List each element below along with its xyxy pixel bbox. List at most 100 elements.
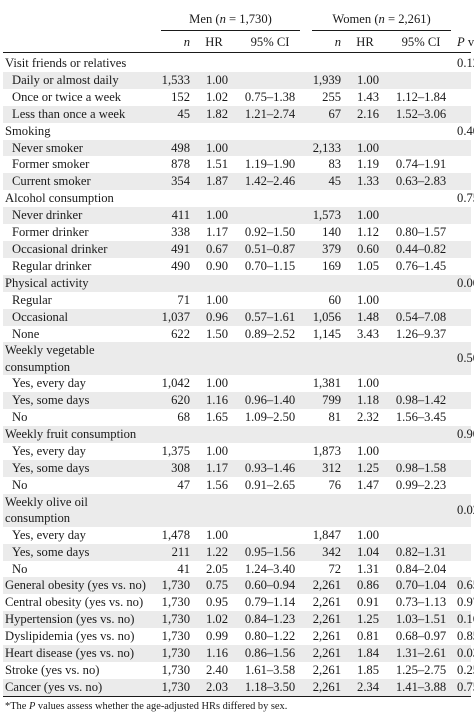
header-blank-p bbox=[457, 10, 471, 31]
women-ci-cell: 0.70–1.04 bbox=[385, 577, 458, 595]
men-hr-cell: 0.96 bbox=[194, 308, 234, 326]
men-n-cell: 878 bbox=[171, 157, 190, 172]
men-hr-cell: 2.40 bbox=[205, 663, 228, 677]
row-label: Yes, every day bbox=[12, 444, 86, 459]
women-hr-cell: 0.81 bbox=[356, 629, 380, 644]
women-ci-cell bbox=[385, 342, 458, 376]
p-value-cell bbox=[457, 258, 471, 275]
women-n-cell: 169 bbox=[322, 258, 342, 273]
table-row: Yes, some days 211 1.22 0.95–1.56 342 1.04 0.8… bbox=[3, 543, 472, 561]
women-ci-cell: 1.56–3.45 bbox=[395, 410, 447, 425]
men-hr-cell bbox=[194, 190, 234, 207]
men-hr-cell: 1.17 bbox=[194, 459, 234, 477]
women-hr-cell: 1.31 bbox=[356, 561, 380, 576]
women-ci-cell bbox=[385, 53, 457, 72]
p-value-cell: 0.160 bbox=[457, 611, 474, 629]
table-row: Current smoker 354 1.87 1.42–2.46 45 1.33 0.63… bbox=[3, 173, 472, 191]
p-value-cell: 0.750 bbox=[457, 678, 474, 697]
row-label: Yes, some days bbox=[3, 459, 155, 477]
women-ci-cell bbox=[385, 71, 458, 89]
women-n-cell: 2,261 bbox=[306, 577, 346, 595]
women-ci-cell: 0.76–1.45 bbox=[395, 258, 447, 273]
men-ci-cell bbox=[234, 426, 307, 444]
row-label: Never smoker bbox=[3, 139, 155, 157]
women-ci-cell: 1.25–2.75 bbox=[395, 663, 447, 677]
row-label: General obesity (yes vs. no) bbox=[3, 577, 155, 595]
women-hr-cell: 1.05 bbox=[356, 258, 380, 273]
men-ci-cell bbox=[234, 190, 306, 207]
table-row: Never smoker 498 1.00 2,133 1.00 bbox=[3, 139, 472, 157]
row-label: Regular bbox=[12, 292, 52, 307]
table-footnote: *The P values assess whether the age-adj… bbox=[5, 700, 288, 712]
men-n-cell: 41 bbox=[177, 561, 190, 576]
row-label: Dyslipidemia (yes vs. no) bbox=[5, 629, 135, 644]
p-value-cell: 0.500 bbox=[457, 342, 474, 376]
table-row: Former smoker 878 1.51 1.19–1.90 83 1.19 0.74–… bbox=[3, 156, 471, 173]
men-n-cell: 622 bbox=[171, 326, 190, 341]
women-n-cell: 2,261 bbox=[306, 645, 346, 662]
women-n-cell: 799 bbox=[306, 392, 346, 410]
women-n-cell bbox=[306, 342, 346, 376]
table-row: Yes, some days 308 1.17 0.93–1.46 312 1.25 0.9… bbox=[3, 459, 472, 477]
women-n-cell bbox=[306, 493, 346, 527]
women-group-header: Women (n = 2,261) bbox=[306, 10, 457, 31]
women-ci-cell bbox=[385, 443, 457, 460]
p-value-cell bbox=[457, 207, 472, 225]
hazard-ratio-table: Men (n = 1,730) Women (n = 2,261) n HR 9… bbox=[3, 10, 474, 697]
table-category-row: Weekly vegetable consumption 0.500 bbox=[3, 342, 474, 376]
women-ci-cell: 0.44–0.82 bbox=[385, 240, 458, 258]
men-n-cell: 47 bbox=[177, 477, 190, 492]
p-value-cell bbox=[457, 89, 471, 106]
men-n-cell: 338 bbox=[171, 225, 190, 240]
men-hr-cell: 1.00 bbox=[205, 376, 228, 391]
men-hr-cell bbox=[194, 342, 234, 376]
women-hr-cell: 1.19 bbox=[356, 157, 380, 172]
p-value-cell bbox=[457, 326, 471, 343]
men-hr-cell: 1.00 bbox=[194, 207, 234, 225]
header-column-row: n HR 95% CI n HR 95% CI P value bbox=[3, 31, 474, 53]
women-hr-cell: 1.00 bbox=[356, 292, 380, 307]
men-n-cell: 1,730 bbox=[155, 645, 194, 662]
men-ci-cell: 1.24–3.40 bbox=[244, 561, 296, 576]
women-hr-cell: 1.04 bbox=[345, 543, 386, 561]
row-label: Physical activity bbox=[3, 274, 155, 292]
p-value-cell bbox=[457, 173, 472, 191]
p-value-cell: 0.030 bbox=[457, 645, 474, 662]
table-row: Regular 71 1.00 60 1.00 bbox=[3, 292, 471, 309]
men-ci-cell: 0.79–1.14 bbox=[244, 595, 296, 610]
women-n-cell: 76 bbox=[328, 477, 342, 492]
women-n-cell: 2,261 bbox=[306, 678, 346, 697]
men-hr-cell: 1.51 bbox=[205, 157, 228, 172]
table-page: Men (n = 1,730) Women (n = 2,261) n HR 9… bbox=[3, 12, 474, 712]
women-n-cell: 1,939 bbox=[306, 71, 346, 89]
women-hr-cell: 2.34 bbox=[345, 678, 386, 697]
women-hr-cell bbox=[345, 53, 385, 72]
row-label: Cancer (yes vs. no) bbox=[3, 678, 155, 697]
men-hr-cell: 0.95 bbox=[205, 595, 228, 610]
table-category-row: Heart disease (yes vs. no) 1,730 1.16 0.86–… bbox=[3, 645, 474, 662]
table-row: Occasional 1,037 0.96 0.57–1.61 1,056 1.48 0.5… bbox=[3, 308, 472, 326]
women-ci-cell: 1.03–1.51 bbox=[385, 611, 458, 629]
men-n-cell: 491 bbox=[155, 240, 194, 258]
women-n-cell: 2,261 bbox=[312, 595, 342, 610]
women-ci-cell bbox=[385, 139, 458, 157]
women-hr-cell: 1.48 bbox=[345, 308, 386, 326]
men-hr-cell: 2.03 bbox=[194, 678, 234, 697]
women-n-cell: 2,261 bbox=[312, 663, 342, 677]
p-value-cell: 0.025 bbox=[457, 493, 474, 527]
row-label: No bbox=[12, 477, 28, 492]
p-value-cell bbox=[457, 543, 472, 561]
women-ci-cell bbox=[385, 493, 458, 527]
women-hr-cell: 1.33 bbox=[345, 173, 386, 191]
men-hr-cell: 1.50 bbox=[205, 326, 228, 341]
men-n-cell bbox=[155, 190, 194, 207]
men-ci-cell bbox=[234, 375, 306, 392]
women-n-cell: 255 bbox=[322, 89, 342, 104]
p-value-cell bbox=[457, 105, 472, 123]
women-ci-cell: 0.84–2.04 bbox=[395, 561, 447, 576]
men-hr-cell bbox=[194, 426, 234, 444]
women-ci-cell: 0.82–1.31 bbox=[385, 543, 458, 561]
women-hr-cell: 1.43 bbox=[356, 89, 380, 104]
men-ci-cell bbox=[234, 274, 307, 292]
women-hr-cell: 0.60 bbox=[345, 240, 386, 258]
